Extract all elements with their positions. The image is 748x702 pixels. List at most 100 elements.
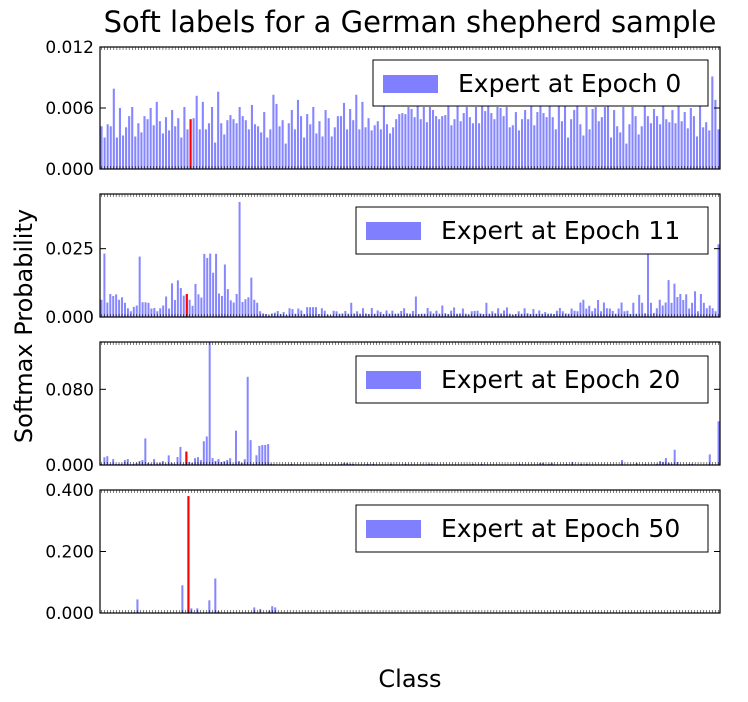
bar [419,119,422,169]
bar [350,302,353,317]
bar [267,444,270,465]
bar [414,296,417,317]
bar [126,308,129,317]
bar [641,302,644,317]
bar [241,301,244,317]
bar [582,299,585,317]
bar [640,126,643,169]
bar [249,440,252,465]
bar [141,302,144,317]
bar [241,116,244,169]
bar [411,310,414,317]
bar [496,106,499,169]
bar [487,89,490,169]
bar [203,253,206,317]
bar [336,116,339,169]
bar [523,308,526,317]
y-tick-label: 0.006 [45,99,94,119]
bar [226,289,229,317]
bar [573,110,576,169]
bar [425,122,428,169]
bar [332,310,335,317]
bar [573,310,576,317]
bar [602,302,605,317]
bar [181,585,184,613]
bar [152,125,155,169]
bar [563,102,567,169]
bar [674,123,677,169]
bar [465,106,468,169]
bar [664,458,667,465]
legend-label: Expert at Epoch 50 [441,514,680,543]
bar [275,103,278,169]
bar [392,127,395,169]
bar [662,104,665,169]
bar [542,113,545,169]
bar [232,302,235,317]
bar [673,449,676,465]
bar [327,118,330,169]
bar [717,129,720,169]
bar [410,109,413,169]
bar [606,98,610,169]
bar [503,310,506,317]
bar [658,299,661,317]
bar [616,126,619,169]
bar [171,110,174,169]
bar [499,108,502,169]
bar [591,109,594,169]
bar [647,242,650,317]
legend-swatch [366,222,421,240]
bar [435,310,438,317]
bar [318,121,321,169]
bar [235,123,238,169]
bar [132,306,135,317]
bar [315,133,318,169]
bar [401,113,404,169]
bar [441,305,444,317]
bar [576,104,579,169]
bar [441,116,444,169]
bar [702,127,705,169]
bar [349,109,352,169]
bar [196,457,199,465]
bar [272,94,275,169]
y-tick-label: 0.080 [45,380,94,400]
bar [404,114,407,169]
bar [247,297,250,317]
bar [173,300,176,317]
bar-highlight [187,496,190,613]
bar [588,305,591,317]
bar [428,106,431,169]
bar [100,299,103,317]
bar [682,300,685,317]
bar [530,96,533,169]
bar [462,113,465,169]
bar [422,106,425,169]
bar [708,305,711,317]
bar [567,137,570,169]
bar [476,310,479,317]
bar [226,120,229,169]
bar [355,94,358,169]
bar [121,297,124,317]
bar [284,143,287,169]
bar [481,98,484,169]
bar [167,455,170,465]
bar [585,308,588,317]
bar [686,128,689,169]
bar [524,110,527,169]
bar [158,121,161,169]
bar [403,308,406,317]
bar [186,129,189,169]
bar [474,106,478,169]
bar [288,308,291,317]
bar [176,280,179,317]
bar [342,102,346,169]
subplot-2: 0.000 0.080 Expert at Epoch 20 [45,341,721,476]
bar [256,302,259,317]
bar [413,117,416,169]
bar [200,297,203,317]
bar [352,120,355,169]
bar-highlight [185,294,188,317]
